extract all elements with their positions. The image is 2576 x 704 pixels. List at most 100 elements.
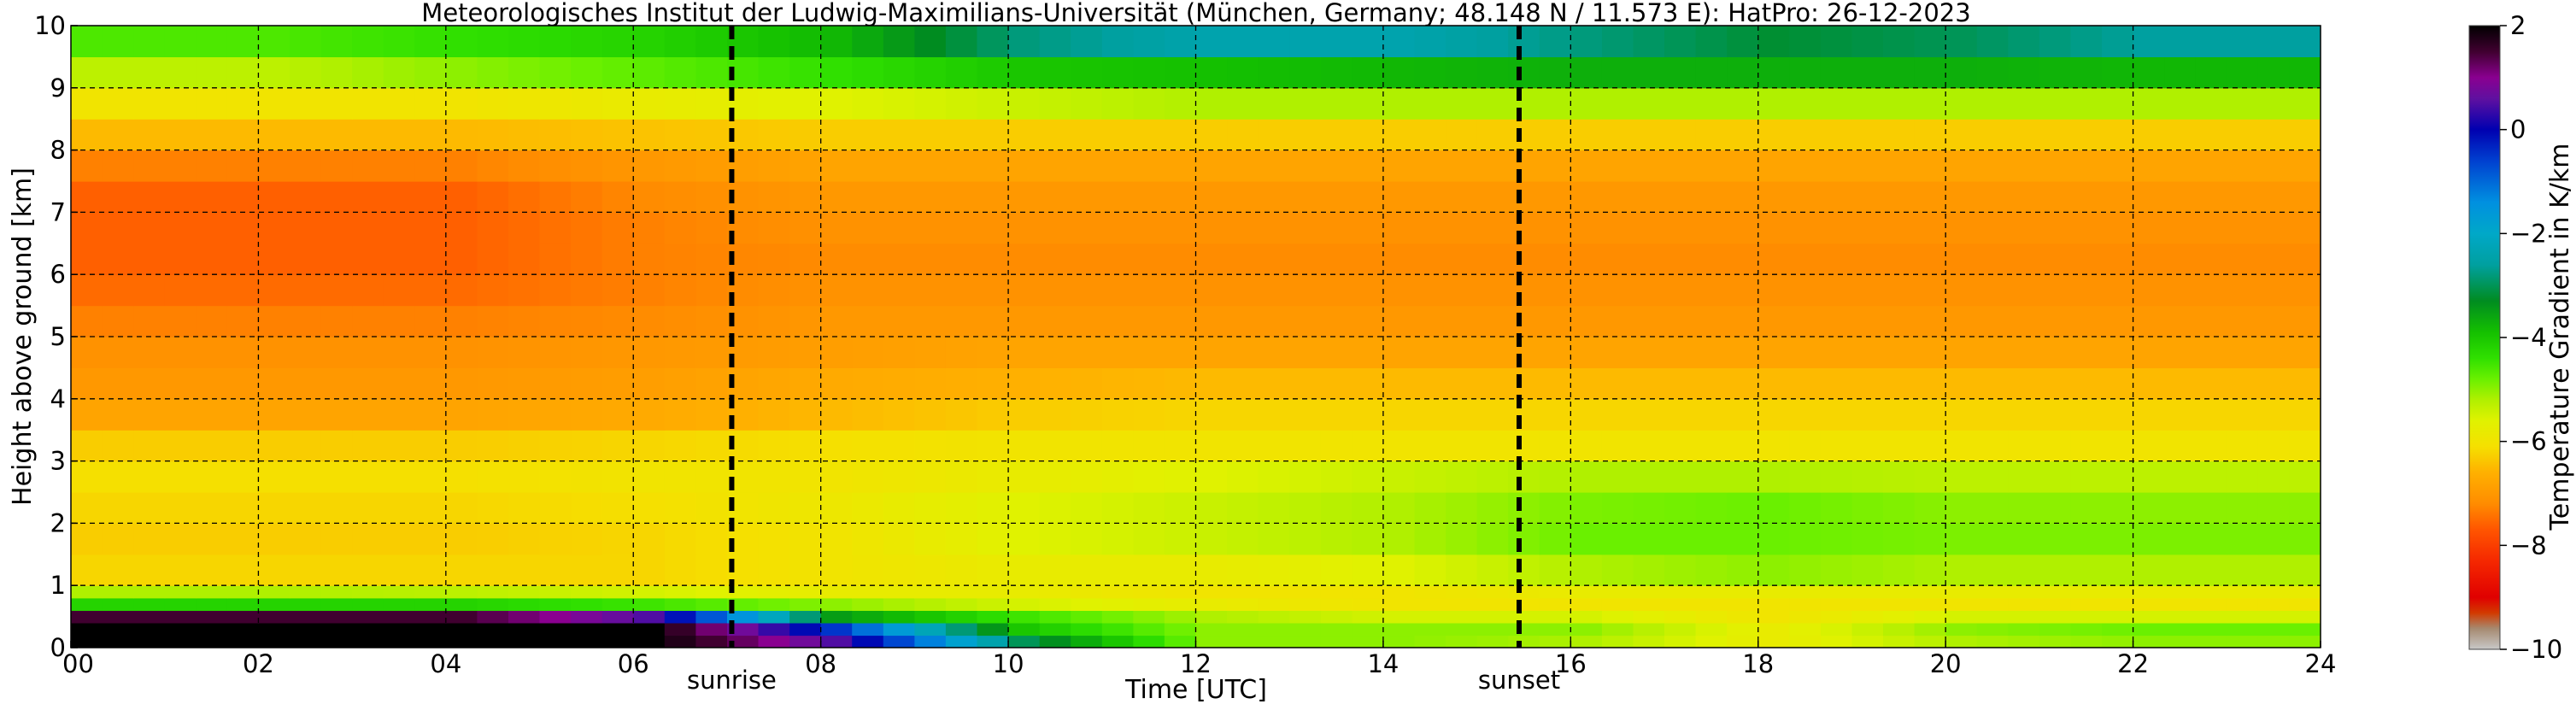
heatmap-cell [1195,610,1228,624]
heatmap-cell [477,461,509,493]
heatmap-cell [1539,585,1571,599]
heatmap-cell [1757,87,1790,120]
heatmap-cell [2289,56,2321,89]
heatmap-cell [133,150,166,182]
heatmap-cell [1476,554,1509,586]
heatmap-cell [1133,622,1165,637]
heatmap-cell [1476,622,1509,637]
heatmap-cell [2008,585,2040,599]
heatmap-cell [633,337,666,368]
heatmap-cell [633,26,666,57]
heatmap-cell [414,597,447,611]
heatmap-cell [820,26,853,57]
heatmap-cell [539,492,572,524]
heatmap-cell [1414,243,1446,275]
heatmap-cell [539,274,572,307]
heatmap-cell [1820,554,1853,586]
heatmap-cell [1071,492,1103,524]
heatmap-cell [1820,87,1853,120]
heatmap-cell [2227,461,2259,493]
heatmap-cell [383,56,415,89]
heatmap-cell [1539,337,1571,368]
heatmap-cell [1071,585,1103,599]
heatmap-cell [1164,119,1197,151]
heatmap-cell [1133,461,1165,493]
heatmap-cell [320,87,353,120]
heatmap-cell [1071,119,1103,151]
heatmap-cell [352,274,384,307]
heatmap-cell [1601,87,1634,120]
heatmap-cell [1789,243,1822,275]
heatmap-cell [1101,610,1134,624]
heatmap-cell [1164,597,1197,611]
heatmap-cell [1476,492,1509,524]
heatmap-cell [1320,274,1353,307]
heatmap-cell [102,181,134,213]
heatmap-cell [2133,367,2165,400]
heatmap-cell [320,523,353,555]
heatmap-cell [1258,461,1290,493]
heatmap-cell [2257,398,2291,431]
heatmap-cell [1789,26,1822,57]
heatmap-cell [1664,585,1697,599]
heatmap-cell [2008,430,2040,462]
heatmap-cell [601,212,634,244]
heatmap-cell [2102,635,2134,648]
heatmap-cell [320,274,353,307]
heatmap-cell [789,398,822,431]
heatmap-cell [820,367,853,400]
heatmap-cell [320,585,353,599]
heatmap-cell [1570,554,1603,586]
heatmap-cell [1820,622,1853,637]
heatmap-cell [539,243,572,275]
heatmap-cell [320,492,353,524]
heatmap-cell [633,610,666,624]
heatmap-cell [1945,119,1978,151]
heatmap-cell [164,274,197,307]
heatmap-cell [1976,585,2009,599]
heatmap-cell [2102,150,2134,182]
heatmap-cell [2164,597,2197,611]
heatmap-cell [1601,597,1634,611]
heatmap-cell [1601,26,1634,57]
heatmap-cell [477,554,509,586]
heatmap-cell [1382,585,1416,599]
heatmap-cell [1539,367,1571,400]
heatmap-cell [164,243,197,275]
heatmap-cell [1476,26,1509,57]
heatmap-cell [1352,622,1384,637]
heatmap-cell [633,430,666,462]
heatmap-cell [1476,398,1509,431]
heatmap-cell [758,398,790,431]
heatmap-cell [2164,181,2197,213]
heatmap-cell [1164,610,1197,624]
heatmap-cell [2133,119,2165,151]
heatmap-cell [2164,212,2197,244]
heatmap-cell [2164,26,2197,57]
heatmap-cell [1883,622,1916,637]
heatmap-cell [414,150,447,182]
heatmap-cell [1164,367,1197,400]
heatmap-cell [1289,305,1322,337]
heatmap-cell [414,212,447,244]
heatmap-cell [1539,119,1571,151]
heatmap-cell [1227,554,1259,586]
heatmap-cell [2133,274,2165,307]
heatmap-cell [695,635,728,648]
heatmap-cell [1727,597,1759,611]
heatmap-cell [445,212,478,244]
heatmap-cell [1133,597,1165,611]
heatmap-cell [820,398,853,431]
heatmap-cell [383,635,415,648]
heatmap-cell [1195,87,1228,120]
y-axis-label: Height above ground [km] [8,167,38,506]
heatmap-cell [1195,243,1228,275]
heatmap-cell [1664,398,1697,431]
x-tick-label: 00 [62,649,94,678]
heatmap-cell [1945,212,1978,244]
heatmap-cell [290,610,322,624]
heatmap-cell [1289,585,1322,599]
heatmap-cell [2195,119,2227,151]
heatmap-cell [414,119,447,151]
heatmap-cell [664,305,696,337]
